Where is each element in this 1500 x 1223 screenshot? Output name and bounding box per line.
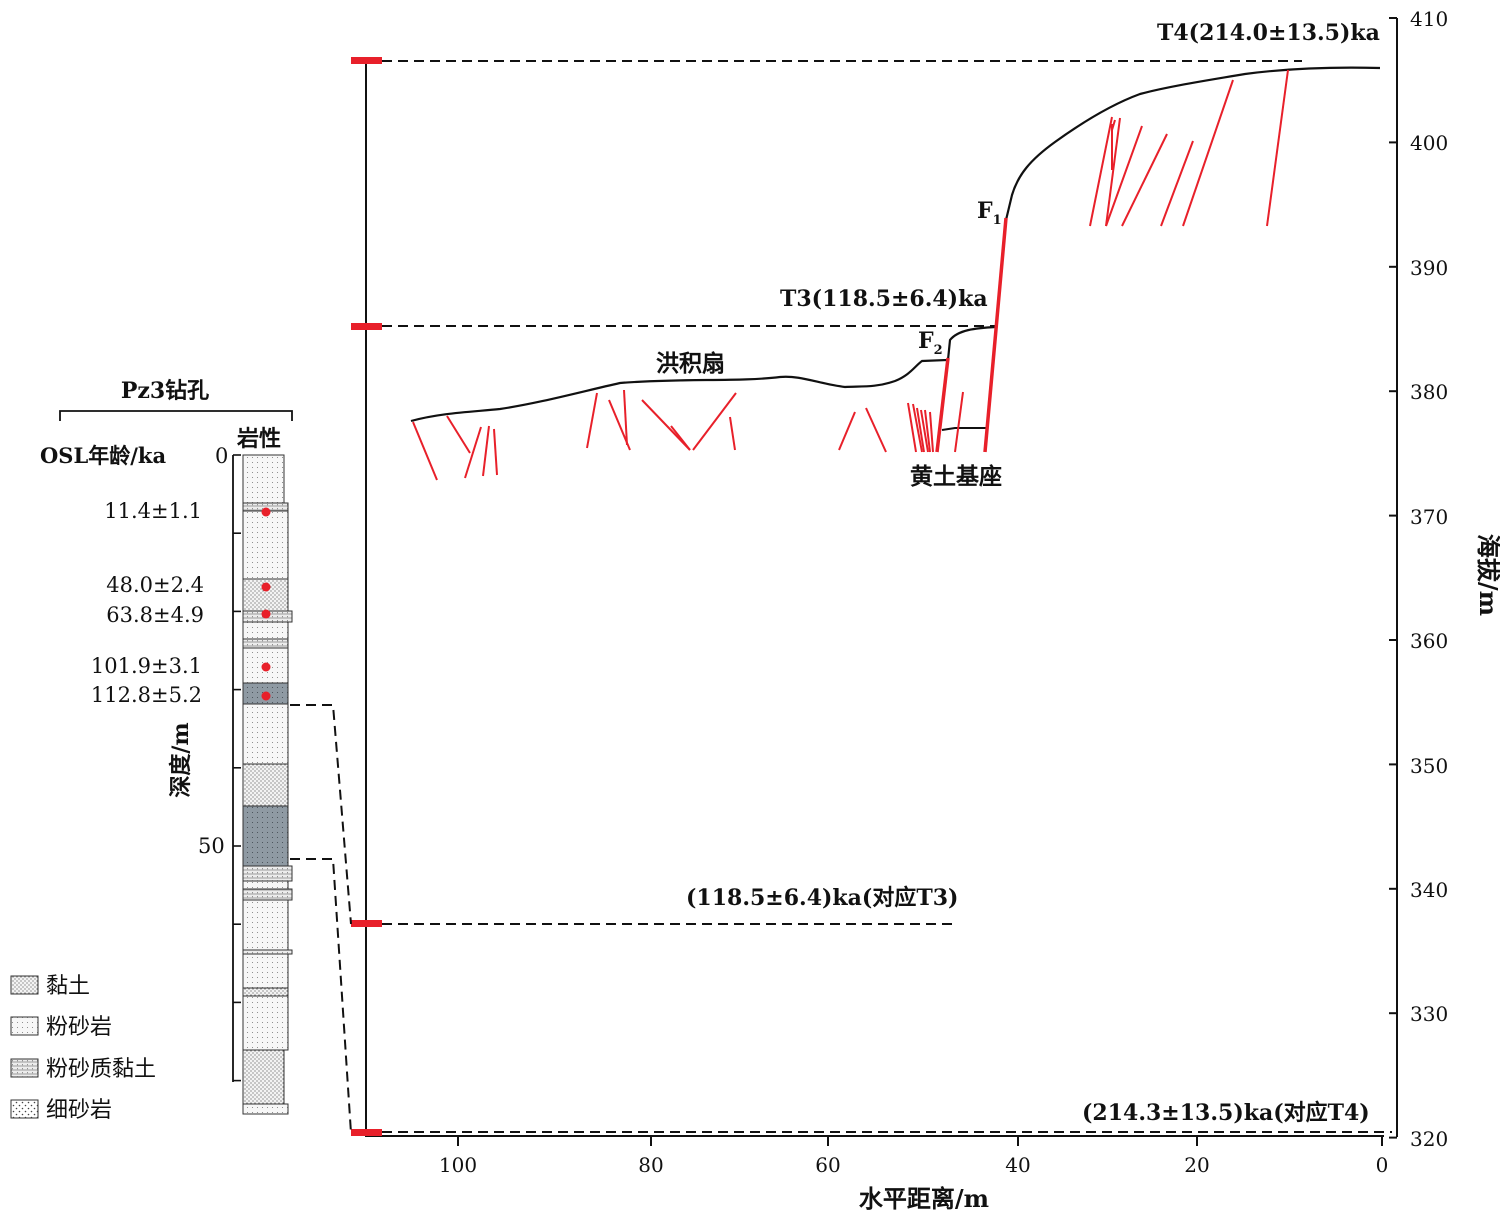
- legend-swatch-siltstone: [10, 1016, 39, 1036]
- terrain-profile-lower: [410, 325, 997, 423]
- legend-label-silty-clay: 粉砂质黏土: [46, 1057, 156, 1082]
- terrain-profile-upper: [1004, 66, 1381, 221]
- y-tick-410: 410: [1410, 7, 1448, 31]
- marker-t3: [351, 323, 382, 330]
- correlation-line-t3: [290, 704, 352, 925]
- y-tick-390: 390: [1410, 256, 1448, 280]
- label-f2: F2: [918, 328, 943, 358]
- y-tick-380: 380: [1410, 380, 1448, 404]
- y-tick-330: 330: [1410, 1002, 1448, 1026]
- legend-swatch-silty-clay: [10, 1058, 39, 1078]
- legend-swatch-fine-sandstone: [10, 1099, 39, 1119]
- label-t3-borehole: (118.5±6.4)ka(对应T3): [686, 885, 958, 911]
- osl-age: 63.8±4.9: [106, 603, 204, 627]
- label-f1: F1: [977, 198, 1002, 228]
- legend: 黏土 粉砂岩 粉砂质黏土 细砂岩: [10, 974, 156, 1123]
- x-tick-0: 0: [1376, 1153, 1389, 1177]
- age-header: OSL年龄/ka: [40, 443, 166, 468]
- y-tick-340: 340: [1410, 878, 1448, 902]
- depth-tick-50: 50: [198, 834, 225, 858]
- legend-swatch-clay: [10, 975, 39, 995]
- fault-f2: [935, 357, 950, 453]
- x-tick-20: 20: [1184, 1153, 1209, 1177]
- y-tick-370: 370: [1410, 505, 1448, 529]
- depth-axis-label: 深度/m: [168, 722, 194, 797]
- correlation-line-t4: [290, 858, 352, 1134]
- borehole-header-bracket: [59, 410, 293, 421]
- x-tick-40: 40: [1005, 1153, 1030, 1177]
- marker-t3-borehole: [351, 920, 382, 927]
- osl-age: 112.8±5.2: [91, 683, 202, 707]
- y-axis: 410 400 390 380 370 360 350 340 330 320 …: [1389, 7, 1500, 1151]
- label-loess-base: 黄土基座: [910, 463, 1002, 490]
- legend-label-fine-sandstone: 细砂岩: [46, 1098, 112, 1123]
- x-axis: 100 80 60 40 20 0 水平距离/m: [365, 1135, 1389, 1213]
- osl-age: 101.9±3.1: [91, 654, 202, 678]
- borehole-title: Pz3钻孔: [121, 378, 209, 404]
- osl-age: 48.0±2.4: [106, 573, 204, 597]
- marker-t4-borehole: [351, 1129, 382, 1136]
- x-tick-80: 80: [638, 1153, 663, 1177]
- label-alluvial-fan: 洪积扇: [656, 350, 725, 377]
- label-t4: T4(214.0±13.5)ka: [1157, 20, 1380, 46]
- lithology-column: [242, 454, 293, 1115]
- osl-sample-dot: [261, 691, 271, 701]
- label-t4-borehole: (214.3±13.5)ka(对应T4): [1082, 1100, 1370, 1126]
- loess-base-line: [941, 427, 988, 431]
- x-axis-label: 水平距离/m: [859, 1184, 989, 1213]
- faults: [412, 69, 1289, 481]
- x-tick-60: 60: [815, 1153, 840, 1177]
- lithology-header: 岩性: [236, 426, 281, 452]
- y-tick-350: 350: [1410, 754, 1448, 778]
- y-tick-360: 360: [1410, 629, 1448, 653]
- y-tick-320: 320: [1410, 1127, 1448, 1151]
- legend-label-siltstone: 粉砂岩: [46, 1015, 112, 1040]
- osl-sample-dot: [261, 609, 271, 619]
- osl-age: 11.4±1.1: [104, 499, 202, 523]
- y-tick-400: 400: [1410, 131, 1448, 155]
- osl-sample-dot: [261, 507, 271, 517]
- osl-sample-dot: [261, 582, 271, 592]
- y-axis-label: 海拔/m: [1474, 534, 1500, 616]
- depth-tick-0: 0: [215, 444, 228, 468]
- fault-f1: [983, 217, 1008, 453]
- marker-t4: [351, 57, 382, 64]
- label-t3: T3(118.5±6.4)ka: [780, 286, 988, 312]
- osl-sample-dot: [261, 662, 271, 672]
- x-tick-100: 100: [439, 1153, 477, 1177]
- legend-label-clay: 黏土: [46, 974, 90, 999]
